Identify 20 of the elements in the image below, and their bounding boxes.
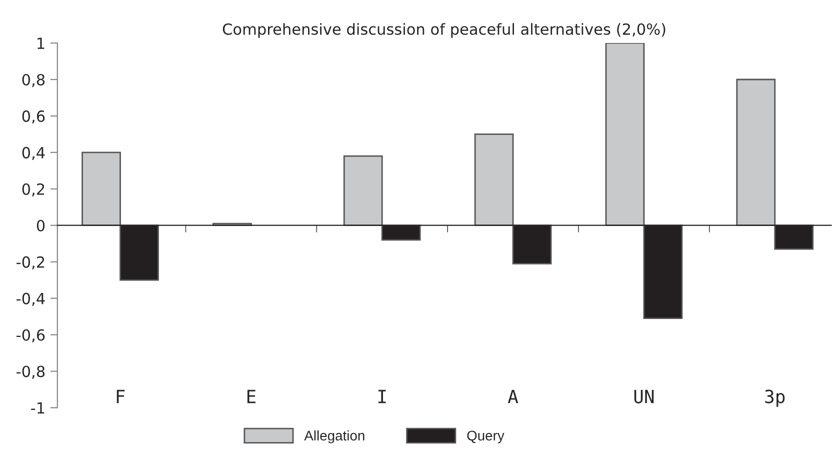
y-tick-label: 0 xyxy=(36,220,45,232)
x-tick-label: E xyxy=(247,390,256,404)
x-tick-label: UN xyxy=(634,390,654,404)
y-tick-label: -0,4 xyxy=(16,292,45,306)
y-tick-label: -0,2 xyxy=(16,256,44,270)
y-tick-label: 1 xyxy=(38,38,44,49)
y-tick-label: -1 xyxy=(31,402,44,414)
x-tick-label: 3p xyxy=(765,390,785,407)
x-tick-label: F xyxy=(116,390,125,404)
y-tick-label: 0,4 xyxy=(22,146,45,160)
y-tick-label: 0,2 xyxy=(22,183,44,196)
y-tick-label: -0,8 xyxy=(16,366,45,379)
legend-label: Query xyxy=(467,430,504,444)
legend-label: Allegation xyxy=(304,430,364,444)
x-tick-label: A xyxy=(508,390,518,404)
y-tick-label: -0,6 xyxy=(16,329,45,342)
x-tick-label: I xyxy=(378,390,386,404)
y-tick-label: 0,6 xyxy=(22,110,45,124)
y-tick-label: 0,8 xyxy=(22,74,45,88)
chart-title: Comprehensive discussion of peaceful alternatives (2,0%) xyxy=(222,23,666,38)
